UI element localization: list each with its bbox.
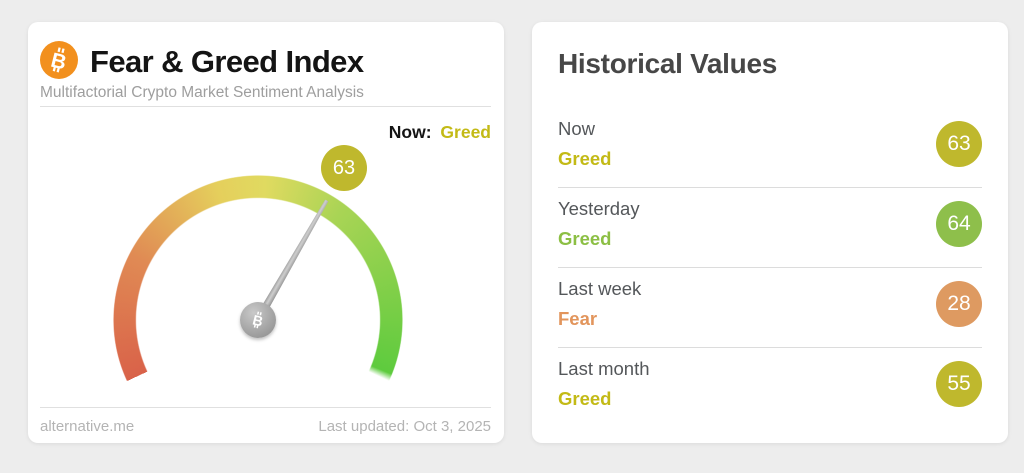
- bitcoin-b-glyph: B: [49, 47, 69, 73]
- page-title: Fear & Greed Index: [90, 44, 364, 79]
- now-label: Now:: [388, 122, 432, 142]
- last-updated-text: Last updated: Oct 3, 2025: [318, 418, 491, 435]
- row-sentiment: Greed: [558, 148, 612, 169]
- bitcoin-b-glyph: B: [251, 311, 265, 329]
- row-label: Last month: [558, 358, 650, 379]
- svg-text:B: B: [251, 312, 265, 329]
- header-divider: [40, 106, 491, 107]
- row-sentiment: Greed: [558, 388, 612, 409]
- table-row: Last week Fear 28: [558, 268, 982, 348]
- row-sentiment: Fear: [558, 308, 598, 329]
- row-label: Now: [558, 118, 596, 139]
- card-footer: alternative.me Last updated: Oct 3, 2025: [40, 418, 491, 435]
- table-row: Last month Greed 55: [558, 348, 982, 428]
- row-sentiment: Greed: [558, 228, 612, 249]
- source-link[interactable]: alternative.me: [40, 418, 135, 435]
- gauge-hub-bitcoin-icon: B: [240, 302, 276, 338]
- fear-greed-card: B Fear & Greed Index Multifactorial Cryp…: [28, 22, 504, 465]
- historical-rows: Now Greed 63 Yesterday Greed 64 Last wee…: [558, 108, 982, 428]
- current-sentiment-line: Now: Greed: [389, 122, 491, 143]
- subtitle: Multifactorial Crypto Market Sentiment A…: [40, 84, 364, 101]
- row-value-badge: 64: [936, 201, 982, 247]
- row-value-badge: 63: [936, 121, 982, 167]
- svg-text:B: B: [49, 49, 69, 73]
- row-value-badge: 55: [936, 361, 982, 407]
- historical-values-card: Historical Values Now Greed 63 Yesterday…: [532, 22, 1008, 443]
- row-value-badge: 28: [936, 281, 982, 327]
- table-row: Yesterday Greed 64: [558, 188, 982, 268]
- row-label: Yesterday: [558, 198, 640, 219]
- now-sentiment: Greed: [440, 122, 491, 142]
- bitcoin-icon: B: [40, 41, 78, 79]
- row-label: Last week: [558, 278, 642, 299]
- historical-title: Historical Values: [558, 48, 778, 79]
- footer-divider: [40, 407, 491, 408]
- gauge-value-badge: 63: [321, 145, 367, 191]
- table-row: Now Greed 63: [558, 108, 982, 188]
